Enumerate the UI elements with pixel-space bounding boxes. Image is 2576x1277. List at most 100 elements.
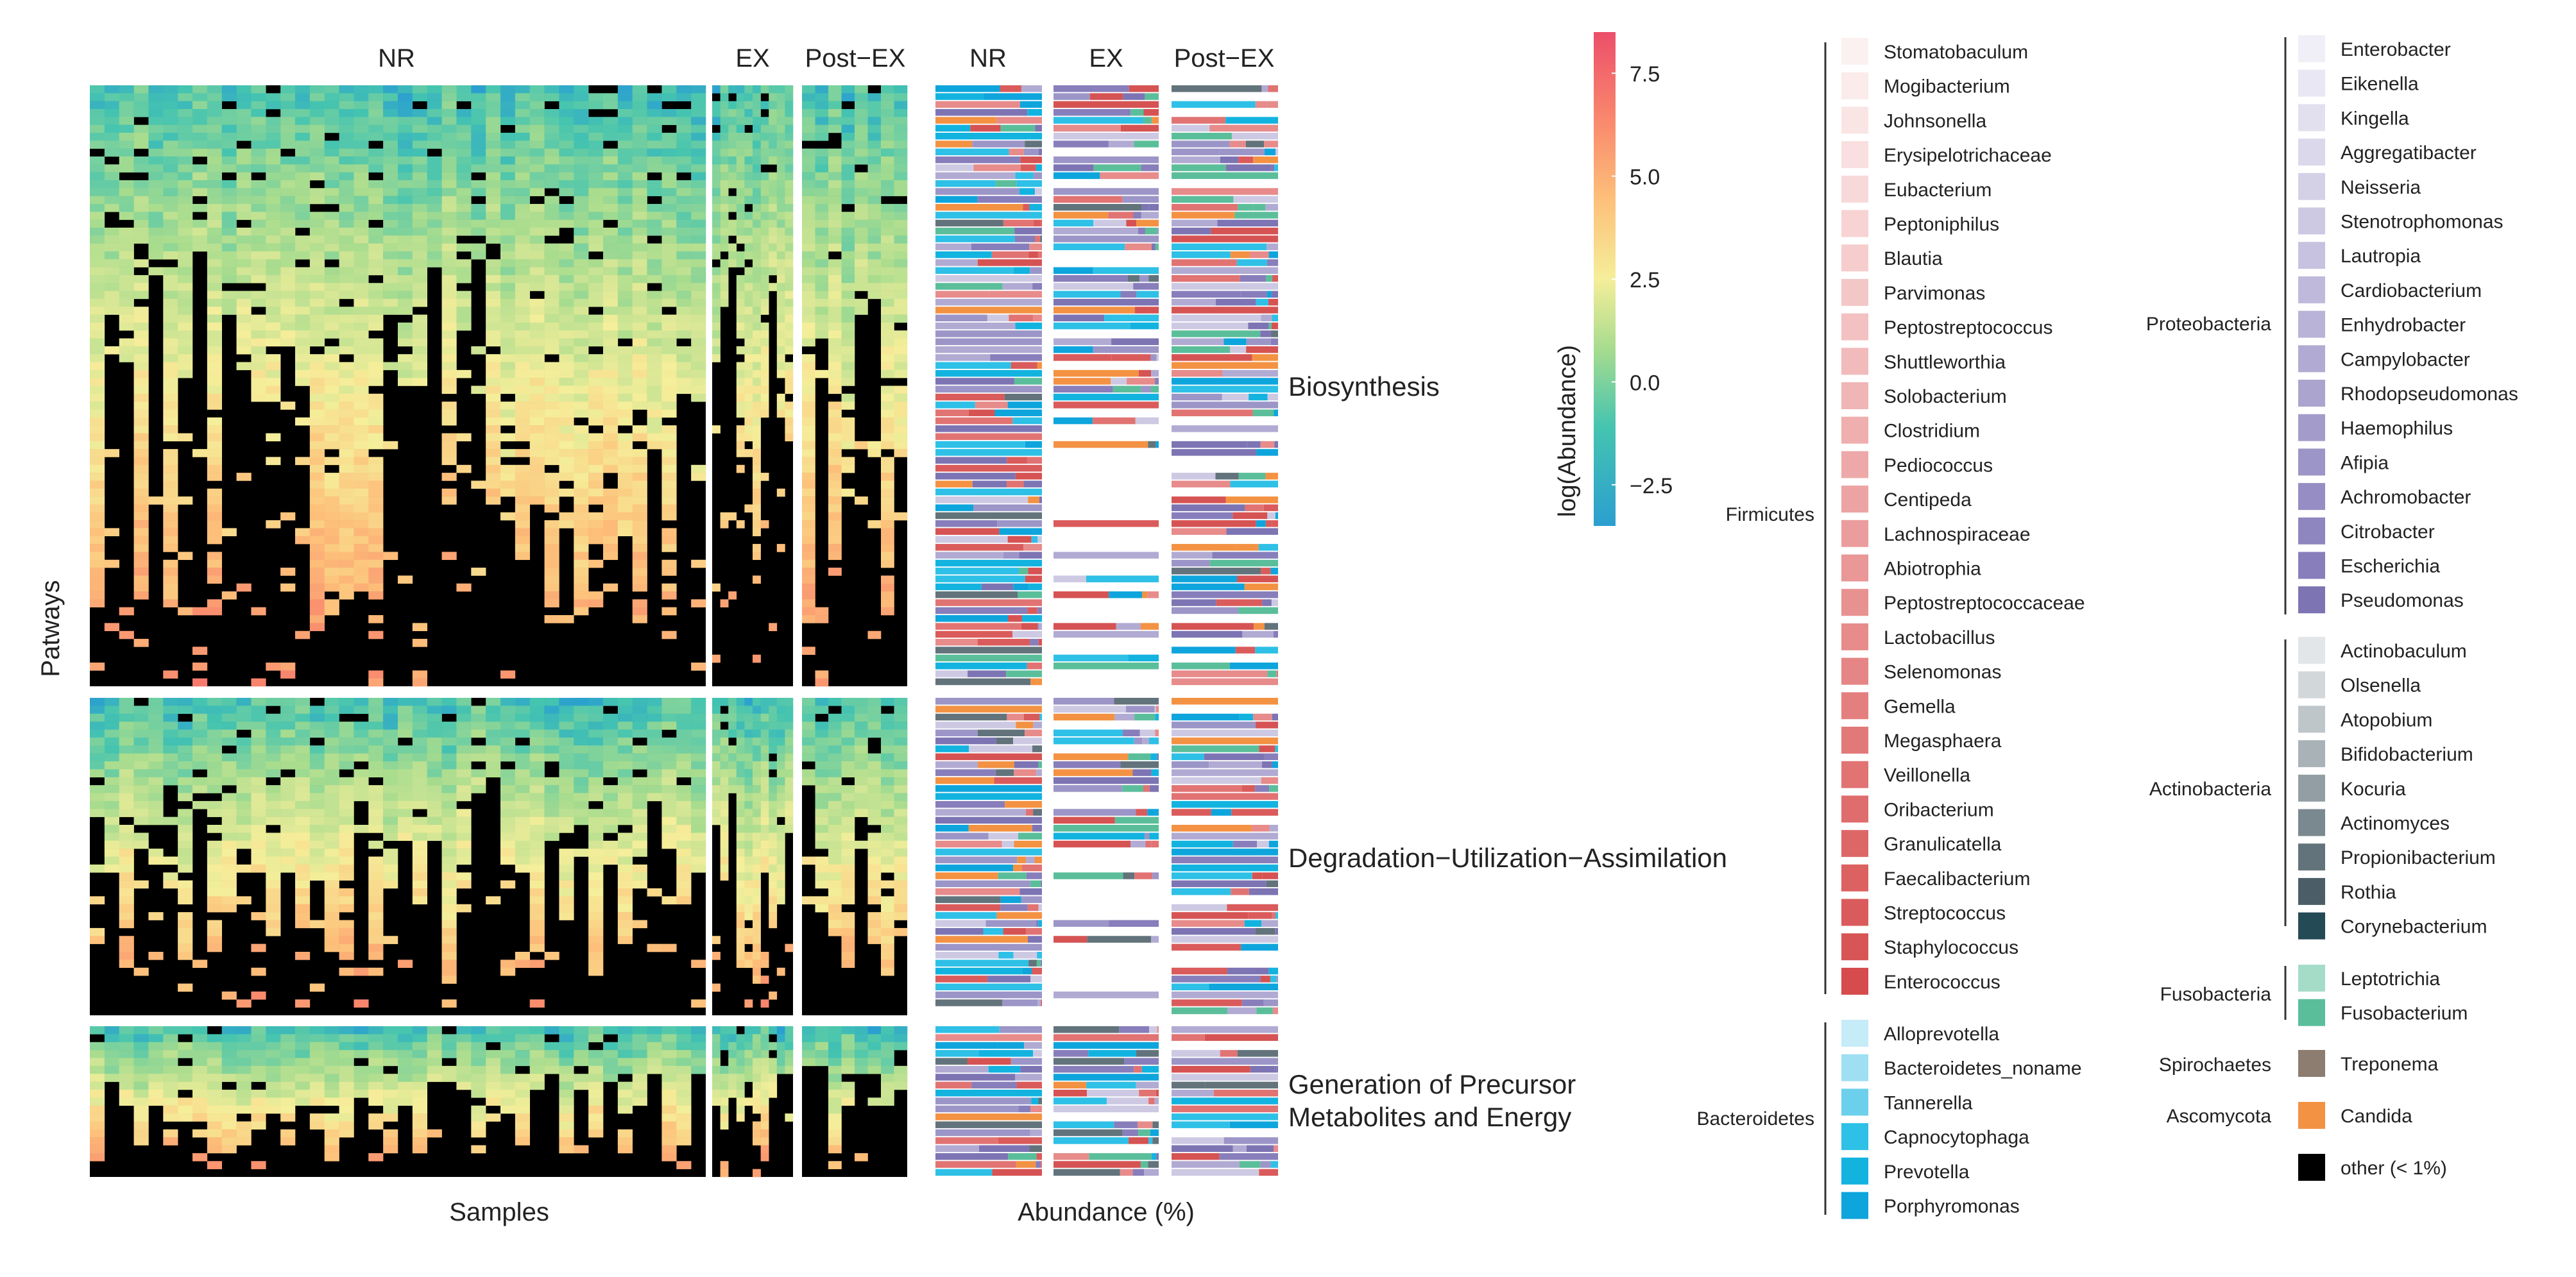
heatmap-cell bbox=[398, 1097, 413, 1106]
heatmap-cell bbox=[736, 322, 745, 331]
heatmap-cell bbox=[339, 1050, 354, 1058]
heatmap-cell bbox=[712, 983, 721, 992]
heatmap-cell bbox=[280, 314, 296, 323]
heatmap-cell bbox=[412, 1097, 428, 1106]
heatmap-cell bbox=[383, 833, 398, 841]
heatmap-cell bbox=[529, 251, 545, 260]
heatmap-cell bbox=[529, 108, 545, 117]
heatmap-cell bbox=[828, 920, 842, 929]
heatmap-cell bbox=[769, 912, 778, 920]
heatmap-cell bbox=[617, 283, 633, 291]
heatmap-cell bbox=[776, 409, 785, 418]
heatmap-cell bbox=[529, 298, 545, 307]
heatmap-cell bbox=[266, 1050, 281, 1058]
heatmap-cell bbox=[178, 219, 193, 228]
heatmap-cell bbox=[324, 753, 339, 762]
heatmap-cell bbox=[515, 512, 531, 521]
heatmap-cell bbox=[603, 753, 618, 762]
heatmap-cell bbox=[133, 108, 149, 117]
heatmap-cell bbox=[441, 164, 457, 173]
heatmap-cell bbox=[632, 196, 647, 205]
heatmap-cell bbox=[236, 1074, 252, 1082]
heatmap-cell bbox=[815, 1050, 829, 1058]
heatmap-cell bbox=[544, 1050, 559, 1058]
heatmap-cell bbox=[280, 722, 296, 730]
heatmap-cell bbox=[894, 172, 908, 181]
heatmap-cell bbox=[647, 298, 662, 307]
heatmap-cell bbox=[119, 912, 134, 920]
heatmap-cell bbox=[753, 369, 761, 378]
heatmap-cell bbox=[676, 1113, 692, 1122]
heatmap-cell bbox=[236, 180, 252, 189]
heatmap-cell bbox=[515, 1097, 531, 1106]
heatmap-cell bbox=[500, 698, 516, 706]
heatmap-cell bbox=[894, 267, 908, 276]
heatmap-cell bbox=[753, 172, 761, 181]
heatmap-cell bbox=[339, 409, 354, 418]
heatmap-cell bbox=[867, 896, 882, 905]
heatmap-cell bbox=[412, 338, 428, 347]
heatmap-cell bbox=[828, 698, 842, 706]
heatmap-cell bbox=[661, 291, 677, 300]
heatmap-cell bbox=[661, 385, 677, 394]
heatmap-cell bbox=[785, 148, 794, 157]
heatmap-cell bbox=[90, 298, 105, 307]
heatmap-cell bbox=[324, 85, 339, 94]
heatmap-cell bbox=[324, 291, 339, 300]
heatmap-cell bbox=[383, 203, 398, 212]
heatmap-cell bbox=[603, 528, 618, 537]
heatmap-cell bbox=[760, 378, 769, 386]
heatmap-cell bbox=[676, 761, 692, 770]
heatmap-cell bbox=[368, 1065, 384, 1074]
heatmap-cell bbox=[544, 729, 559, 738]
heatmap-cell bbox=[544, 385, 559, 394]
heatmap-cell bbox=[309, 298, 325, 307]
heatmap-cell bbox=[354, 330, 369, 339]
heatmap-cell bbox=[412, 737, 428, 746]
heatmap-cell bbox=[617, 920, 633, 929]
heatmap-cell bbox=[588, 180, 604, 189]
heatmap-cell bbox=[588, 243, 604, 252]
heatmap-cell bbox=[280, 1089, 296, 1098]
abundance-bar bbox=[935, 330, 1042, 337]
heatmap-cell bbox=[221, 227, 237, 236]
heatmap-cell bbox=[280, 1129, 296, 1138]
heatmap-cell bbox=[588, 1121, 604, 1130]
heatmap-cell bbox=[280, 322, 296, 331]
heatmap-cell bbox=[163, 504, 178, 513]
heatmap-cell bbox=[207, 1097, 223, 1106]
heatmap-cell bbox=[661, 568, 677, 576]
heatmap-cell bbox=[104, 291, 120, 300]
heatmap-cell bbox=[712, 235, 721, 244]
heatmap-cell bbox=[603, 552, 618, 561]
heatmap-cell bbox=[574, 196, 589, 205]
heatmap-cell bbox=[163, 378, 178, 386]
heatmap-cell bbox=[221, 761, 237, 770]
heatmap-cell bbox=[104, 1042, 120, 1051]
heatmap-cell bbox=[104, 793, 120, 802]
heatmap-cell bbox=[828, 1081, 842, 1090]
heatmap-cell bbox=[324, 833, 339, 841]
heatmap-cell bbox=[691, 291, 706, 300]
heatmap-cell bbox=[295, 1074, 311, 1082]
heatmap-cell bbox=[368, 164, 384, 173]
heatmap-cell bbox=[736, 203, 745, 212]
heatmap-cell bbox=[867, 706, 882, 715]
heatmap-cell bbox=[744, 307, 753, 315]
heatmap-cell bbox=[266, 785, 281, 793]
heatmap-cell bbox=[894, 441, 908, 450]
heatmap-cell bbox=[207, 172, 223, 181]
heatmap-cell bbox=[574, 528, 589, 537]
heatmap-cell bbox=[309, 536, 325, 545]
heatmap-cell bbox=[339, 528, 354, 537]
abundance-bar-segment bbox=[935, 148, 1009, 156]
heatmap-cell bbox=[207, 864, 223, 873]
heatmap-cell bbox=[148, 1026, 164, 1035]
heatmap-cell bbox=[632, 283, 647, 291]
heatmap-cell bbox=[178, 920, 193, 929]
heatmap-cell bbox=[574, 307, 589, 315]
heatmap-cell bbox=[753, 713, 761, 722]
heatmap-cell bbox=[354, 480, 369, 489]
heatmap-cell bbox=[412, 722, 428, 730]
heatmap-cell bbox=[383, 753, 398, 762]
